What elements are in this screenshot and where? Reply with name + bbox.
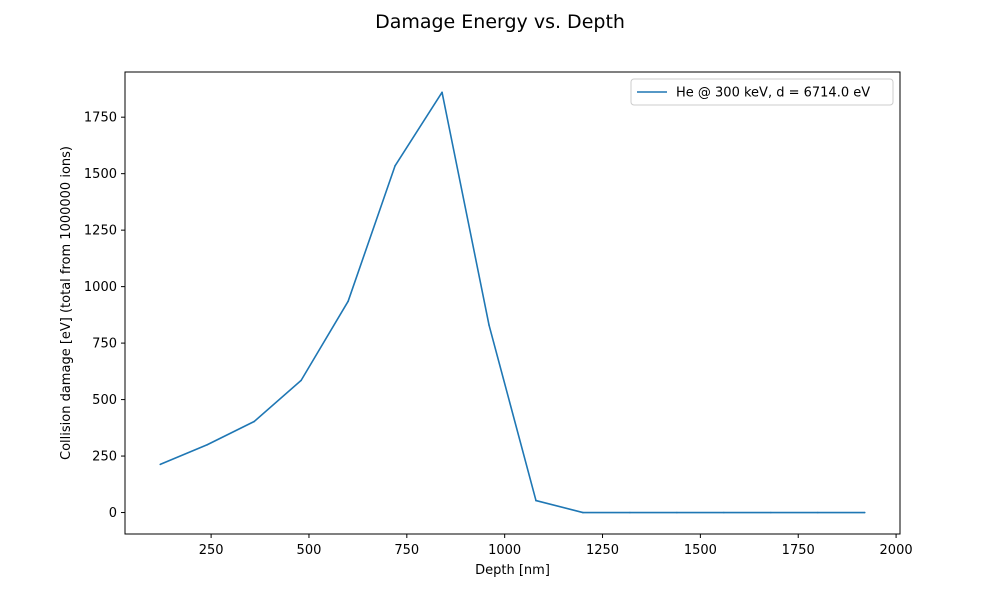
y-tick-label: 500 [92,393,117,408]
y-tick-label: 1500 [84,167,117,182]
x-tick-label: 1000 [488,543,521,558]
y-axis-ticks: 0 250 500 750 1000 1250 1500 1750 [84,111,125,521]
data-point [629,511,631,514]
legend-entry-label: He @ 300 keV, d = 6714.0 eV [676,86,870,101]
data-point [723,511,725,514]
data-point [394,164,396,167]
data-point [770,511,772,514]
y-tick-label: 1250 [84,224,117,239]
legend: He @ 300 keV, d = 6714.0 eV [630,78,894,106]
x-tick-label: 750 [394,543,419,558]
series-layer [159,91,866,514]
y-tick-label: 750 [92,337,117,352]
plot-area-frame [124,71,901,535]
data-point [159,463,162,466]
x-tick-label: 1250 [586,543,619,558]
data-point [347,300,349,303]
data-point [582,511,584,514]
data-point [300,379,302,382]
x-tick-label: 500 [297,543,322,558]
data-point [863,511,866,514]
legend-box [630,78,894,106]
x-tick-label: 2000 [880,543,913,558]
x-tick-label: 1750 [782,543,815,558]
x-axis-ticks: 250 500 750 1000 1250 1500 1750 2000 [199,534,913,558]
y-tick-label: 1000 [84,280,117,295]
data-point [817,511,819,514]
data-point [206,443,208,446]
y-tick-label: 0 [109,506,117,521]
data-point [488,324,490,326]
y-tick-label: 1750 [84,111,117,126]
data-point [441,91,443,94]
x-axis-label: Depth [nm] [475,563,550,578]
data-point [253,420,255,423]
series-line [159,91,865,514]
chart-title: Damage Energy vs. Depth [375,11,625,33]
x-tick-label: 1500 [684,543,717,558]
data-point [676,511,678,514]
x-tick-label: 250 [199,543,224,558]
y-axis-label: Collision damage [eV] (total from 100000… [59,146,74,460]
y-tick-label: 250 [92,450,117,465]
data-point [535,499,537,502]
